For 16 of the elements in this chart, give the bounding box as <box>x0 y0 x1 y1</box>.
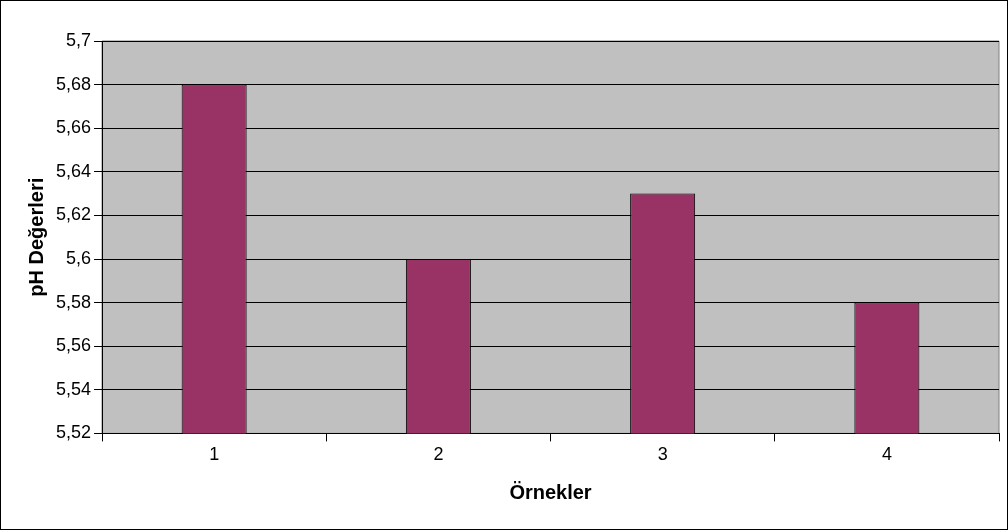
y-tick-label: 5,66 <box>55 117 92 138</box>
y-tick-label: 5,56 <box>55 335 92 356</box>
x-tick-label: 2 <box>433 444 444 465</box>
x-axis-title: Örnekler <box>509 480 592 503</box>
y-tick-label: 5,62 <box>55 204 92 225</box>
y-tick-label: 5,6 <box>66 247 92 268</box>
y-axis-title: pH Değerleri <box>24 177 47 297</box>
y-tick-label: 5,54 <box>55 378 92 399</box>
x-tick-label: 1 <box>209 444 220 465</box>
x-tick-label: 3 <box>657 444 668 465</box>
y-tick-label: 5,64 <box>55 160 92 181</box>
y-tick-label: 5,52 <box>55 422 92 443</box>
y-tick-label: 5,58 <box>55 291 92 312</box>
y-tick-label: 5,68 <box>55 73 92 94</box>
x-tick-label: 4 <box>881 444 892 465</box>
y-tick-label: 5,7 <box>66 29 92 50</box>
